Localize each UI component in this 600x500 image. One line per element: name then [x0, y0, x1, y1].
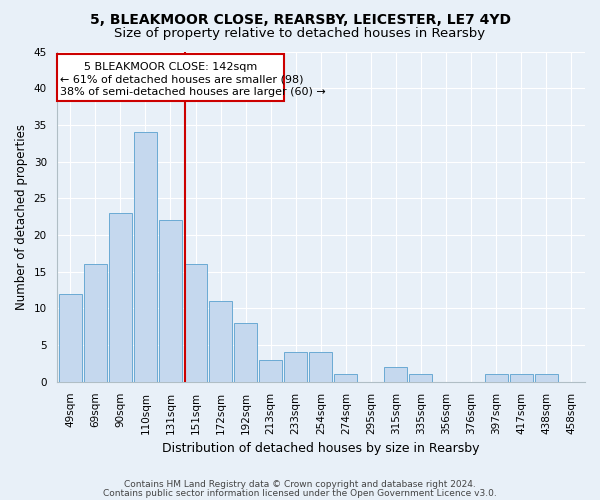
Bar — [334, 374, 358, 382]
Bar — [234, 323, 257, 382]
Bar — [134, 132, 157, 382]
Y-axis label: Number of detached properties: Number of detached properties — [15, 124, 28, 310]
FancyBboxPatch shape — [56, 54, 284, 102]
Text: 5, BLEAKMOOR CLOSE, REARSBY, LEICESTER, LE7 4YD: 5, BLEAKMOOR CLOSE, REARSBY, LEICESTER, … — [89, 12, 511, 26]
Text: Size of property relative to detached houses in Rearsby: Size of property relative to detached ho… — [115, 28, 485, 40]
Bar — [409, 374, 433, 382]
Bar — [209, 301, 232, 382]
Bar — [159, 220, 182, 382]
Bar — [509, 374, 533, 382]
Text: 5 BLEAKMOOR CLOSE: 142sqm: 5 BLEAKMOOR CLOSE: 142sqm — [84, 62, 257, 72]
Bar — [309, 352, 332, 382]
Bar — [184, 264, 207, 382]
Bar — [535, 374, 557, 382]
Text: 38% of semi-detached houses are larger (60) →: 38% of semi-detached houses are larger (… — [60, 86, 326, 97]
Bar — [84, 264, 107, 382]
Bar — [109, 213, 132, 382]
Bar — [284, 352, 307, 382]
Text: Contains HM Land Registry data © Crown copyright and database right 2024.: Contains HM Land Registry data © Crown c… — [124, 480, 476, 489]
Bar — [259, 360, 282, 382]
X-axis label: Distribution of detached houses by size in Rearsby: Distribution of detached houses by size … — [162, 442, 479, 455]
Bar — [59, 294, 82, 382]
Bar — [485, 374, 508, 382]
Text: ← 61% of detached houses are smaller (98): ← 61% of detached houses are smaller (98… — [60, 74, 304, 85]
Text: Contains public sector information licensed under the Open Government Licence v3: Contains public sector information licen… — [103, 488, 497, 498]
Bar — [385, 367, 407, 382]
